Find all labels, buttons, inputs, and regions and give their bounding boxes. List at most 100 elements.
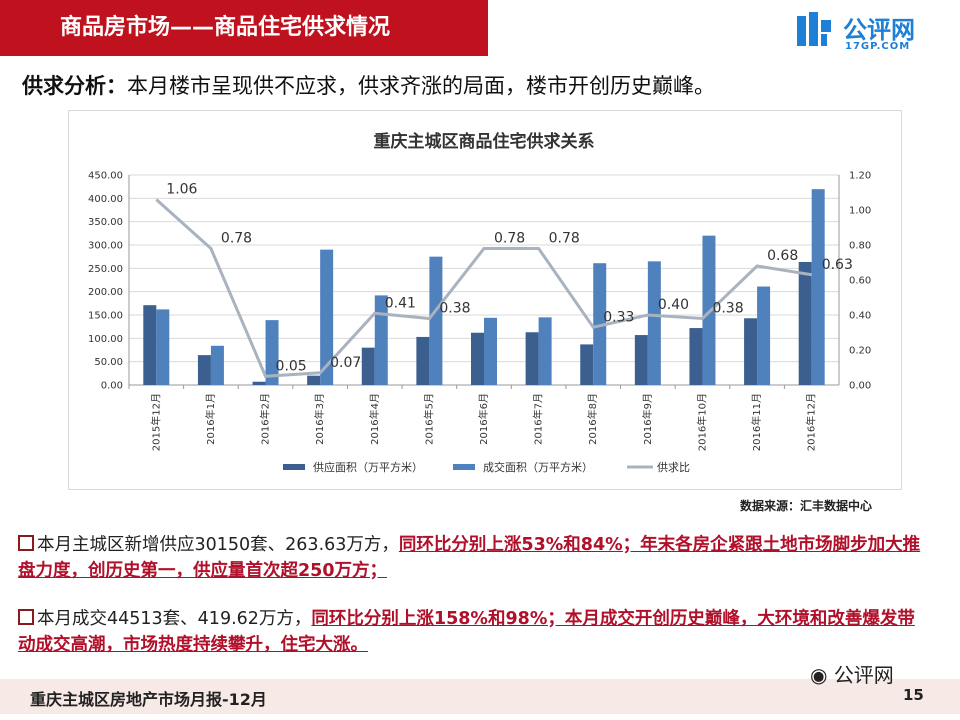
sales-bar xyxy=(647,261,661,385)
x-tick-label: 2016年12月 xyxy=(805,393,818,451)
ratio-data-label: 0.78 xyxy=(549,231,580,247)
ratio-data-label: 0.63 xyxy=(822,257,853,273)
supply-bar xyxy=(744,318,758,385)
supply-bar xyxy=(143,305,157,385)
supply-bar xyxy=(361,347,375,385)
footer: 重庆主城区房地产市场月报-12月 ◉ 公评网 15 xyxy=(0,663,960,714)
supply-bar xyxy=(634,335,648,385)
y-left-tick-label: 100.00 xyxy=(88,334,123,345)
y-left-tick-label: 200.00 xyxy=(88,287,123,298)
supply-bar xyxy=(307,375,321,385)
x-tick-label: 2016年11月 xyxy=(750,393,763,451)
footer-logo: ◉ 公评网 xyxy=(810,659,894,688)
legend-swatch xyxy=(283,464,305,470)
supply-bar xyxy=(471,332,484,385)
ratio-data-label: 0.07 xyxy=(330,355,361,371)
supply-bar xyxy=(197,355,211,385)
supply-bar xyxy=(416,336,430,385)
supply-bar xyxy=(798,261,812,385)
y-right-tick-label: 0.00 xyxy=(849,381,871,392)
data-source: 数据来源：汇丰数据中心 xyxy=(740,499,873,513)
sales-bar xyxy=(320,249,334,385)
x-tick-label: 2015年12月 xyxy=(149,393,162,451)
footer-logo-text: 公评网 xyxy=(833,663,894,687)
supply-bar xyxy=(525,332,539,385)
y-right-tick-label: 0.40 xyxy=(849,311,871,322)
wechat-icon: ◉ xyxy=(810,663,828,687)
x-tick-label: 2016年10月 xyxy=(695,393,708,451)
x-tick-label: 2016年4月 xyxy=(368,393,381,445)
y-right-tick-label: 0.60 xyxy=(849,276,871,287)
ratio-data-label: 0.41 xyxy=(385,295,416,311)
sales-bar xyxy=(429,256,443,385)
x-tick-label: 2016年7月 xyxy=(532,393,545,445)
ratio-line xyxy=(155,198,812,378)
sales-bar xyxy=(210,345,224,385)
legend-swatch xyxy=(453,464,475,470)
page-number: 15 xyxy=(903,686,924,704)
sales-bar xyxy=(811,189,825,385)
y-left-tick-label: 400.00 xyxy=(88,194,123,205)
slide-title: 商品房市场——商品住宅供求情况 xyxy=(0,0,488,56)
supply-bar xyxy=(580,344,594,385)
x-tick-label: 2016年1月 xyxy=(204,393,217,445)
bullet-sales-text: 本月成交44513套、419.62万方， xyxy=(37,609,312,629)
ratio-data-label: 0.38 xyxy=(439,301,470,317)
y-left-tick-label: 150.00 xyxy=(88,311,123,322)
footer-text: 重庆主城区房地产市场月报-12月 xyxy=(30,690,267,709)
bullet-square-icon xyxy=(18,609,34,625)
sales-bar xyxy=(484,317,497,385)
x-tick-label: 2016年9月 xyxy=(641,393,654,445)
ratio-data-label: 0.38 xyxy=(712,301,743,317)
sales-bar xyxy=(757,286,771,385)
headline-text: 本月楼市呈现供不应求，供求齐涨的局面，楼市开创历史巅峰。 xyxy=(127,74,715,98)
sales-bar xyxy=(538,317,552,385)
y-left-tick-label: 300.00 xyxy=(88,241,123,252)
legend-label: 供应面积（万平方米） xyxy=(313,460,423,474)
bullet-sales: 本月成交44513套、419.62万方，同环比分别上涨158%和98%；本月成交… xyxy=(18,606,928,658)
headline-lead: 供求分析： xyxy=(22,74,127,98)
x-tick-label: 2016年3月 xyxy=(313,393,326,445)
legend-label: 供求比 xyxy=(657,460,690,474)
x-tick-label: 2016年5月 xyxy=(422,393,435,445)
sales-bar xyxy=(374,295,388,385)
y-right-tick-label: 1.20 xyxy=(849,171,871,182)
site-logo: 公评网 17GP.COM xyxy=(795,8,945,56)
ratio-data-label: 0.78 xyxy=(221,231,252,247)
y-right-tick-label: 0.20 xyxy=(849,346,871,357)
bullet-square-icon xyxy=(18,535,34,551)
chart-title: 重庆主城区商品住宅供求关系 xyxy=(374,131,595,152)
logo-subtext: 17GP.COM xyxy=(845,41,911,52)
logo-text: 公评网 xyxy=(843,16,915,44)
sales-bar xyxy=(265,320,279,385)
y-right-tick-label: 1.00 xyxy=(849,206,871,217)
y-left-tick-label: 450.00 xyxy=(88,171,123,182)
supply-demand-chart: 重庆主城区商品住宅供求关系 0.00 50.00 100.00 150.00 200.00… xyxy=(88,131,871,474)
y-left-tick-label: 0.00 xyxy=(101,381,123,392)
bullet-supply-highlight: 同环比分别上涨53%和84%；年末各房企紧跟土地市场脚步加大推盘力度，创历史第一… xyxy=(18,535,921,581)
ratio-data-label: 0.78 xyxy=(494,231,525,247)
ratio-data-label: 0.68 xyxy=(767,248,798,264)
y-left-tick-label: 350.00 xyxy=(88,217,123,228)
headline: 供求分析：本月楼市呈现供不应求，供求齐涨的局面，楼市开创历史巅峰。 xyxy=(22,70,715,100)
y-left-tick-label: 50.00 xyxy=(94,357,123,368)
bullet-supply: 本月主城区新增供应30150套、263.63万方，同环比分别上涨53%和84%；… xyxy=(18,532,928,584)
ratio-data-label: 0.40 xyxy=(658,297,689,313)
legend-label: 成交面积（万平方米） xyxy=(483,460,593,474)
chart-frame: 重庆主城区商品住宅供求关系 0.00 50.00 100.00 150.00 200.00… xyxy=(68,110,902,490)
sales-bar xyxy=(593,263,607,385)
ratio-data-label: 1.06 xyxy=(166,182,197,198)
logo-mark-icon xyxy=(797,12,831,46)
x-tick-label: 2016年8月 xyxy=(586,393,599,445)
ratio-data-label: 0.33 xyxy=(603,309,634,325)
sales-bar xyxy=(156,309,170,385)
supply-bar xyxy=(252,381,266,385)
ratio-data-label: 0.05 xyxy=(276,358,307,374)
supply-bar xyxy=(689,328,703,385)
x-tick-label: 2016年2月 xyxy=(259,393,272,445)
x-tick-label: 2016年6月 xyxy=(477,393,490,445)
y-right-tick-label: 0.80 xyxy=(849,241,871,252)
bullet-supply-text: 本月主城区新增供应30150套、263.63万方， xyxy=(37,535,399,555)
bullet-sales-highlight: 同环比分别上涨158%和98%；本月成交开创历史巅峰，大环境和改善爆发带动成交高… xyxy=(18,609,915,655)
y-left-tick-label: 250.00 xyxy=(88,264,123,275)
